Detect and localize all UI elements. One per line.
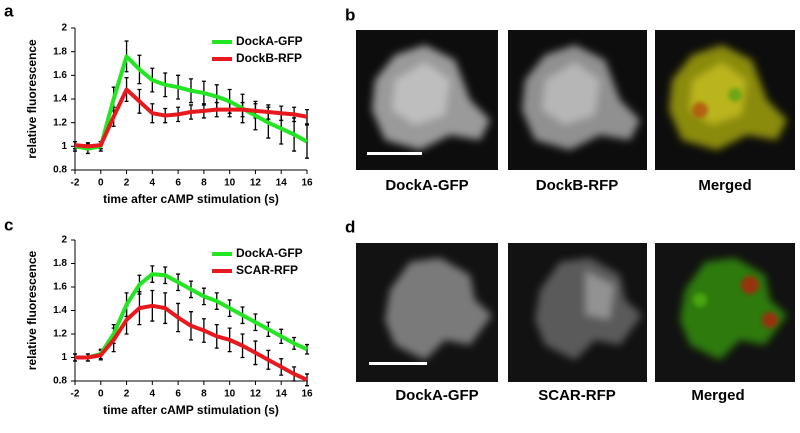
- image-caption: SCAR-RFP: [538, 387, 616, 404]
- x-tick-label: 6: [175, 178, 181, 189]
- data-line: [74, 87, 308, 149]
- y-tick-label: 1.6: [53, 282, 67, 293]
- image-caption: DockB-RFP: [536, 177, 619, 194]
- y-tick-label: 1: [61, 352, 67, 363]
- x-tick-label: 0: [98, 389, 104, 400]
- chart: 0.8 1 1.2 1.4 1.6 1.8 2 -2 0 2 4 6 8 10 12 14 16 time aft…: [25, 235, 313, 418]
- y-tick-label: 1.8: [53, 46, 67, 57]
- x-tick-label: 8: [201, 389, 207, 400]
- y-axis-label: relative fluorescence: [25, 250, 39, 370]
- panel-label: c: [4, 215, 13, 234]
- x-axis-label: time after cAMP stimulation (s): [103, 403, 279, 417]
- image-caption: DockA-GFP: [385, 177, 468, 194]
- y-tick-label: 1.4: [53, 305, 67, 316]
- y-tick-label: 1: [61, 141, 67, 152]
- x-tick-label: 2: [124, 389, 130, 400]
- legend-label: DockA-GFP: [236, 246, 303, 260]
- x-tick-label: 14: [276, 178, 288, 189]
- y-tick-label: 2: [61, 235, 67, 246]
- image-caption: Merged: [691, 387, 744, 404]
- x-tick-label: 4: [150, 389, 156, 400]
- panel-label: b: [345, 5, 355, 24]
- legend-label: SCAR-RFP: [236, 263, 298, 277]
- y-tick-label: 1.6: [53, 70, 67, 81]
- x-tick-label: 10: [224, 178, 236, 189]
- image-caption: DockA-GFP: [395, 387, 478, 404]
- legend-label: DockA-GFP: [236, 34, 303, 48]
- x-tick-label: 14: [276, 389, 288, 400]
- x-tick-label: 16: [301, 178, 313, 189]
- x-tick-label: 10: [224, 389, 236, 400]
- x-tick-label: -2: [71, 178, 80, 189]
- y-tick-label: 1.2: [53, 329, 67, 340]
- data-line: [75, 272, 308, 360]
- chart: 0.8 1 1.2 1.4 1.6 1.8 2 -2 0 2 4 6 8 10 12 14 16 time aft…: [25, 23, 313, 207]
- panel-label: d: [345, 217, 355, 236]
- y-tick-label: 2: [61, 23, 67, 34]
- panel-label: a: [4, 1, 14, 20]
- y-tick-label: 0.8: [53, 376, 67, 387]
- x-tick-label: 2: [124, 178, 130, 189]
- x-tick-label: 12: [250, 178, 262, 189]
- x-tick-label: 8: [201, 178, 207, 189]
- x-axis-label: time after cAMP stimulation (s): [103, 192, 279, 206]
- y-tick-label: 1.4: [53, 94, 67, 105]
- image-caption: Merged: [698, 177, 751, 194]
- x-tick-label: -2: [71, 389, 80, 400]
- x-tick-label: 4: [150, 178, 156, 189]
- data-line: [75, 303, 308, 382]
- data-line: [74, 54, 308, 151]
- y-tick-label: 1.8: [53, 258, 67, 269]
- y-tick-label: 1.2: [53, 117, 67, 128]
- y-axis-label: relative fluorescence: [25, 39, 39, 159]
- x-tick-label: 0: [98, 178, 104, 189]
- legend-label: DockB-RFP: [236, 51, 302, 65]
- x-tick-label: 16: [301, 389, 313, 400]
- x-tick-label: 12: [250, 389, 262, 400]
- x-tick-label: 6: [175, 389, 181, 400]
- image-panel-d: [356, 243, 795, 382]
- image-panel-b: [356, 30, 795, 170]
- y-tick-label: 0.8: [53, 165, 67, 176]
